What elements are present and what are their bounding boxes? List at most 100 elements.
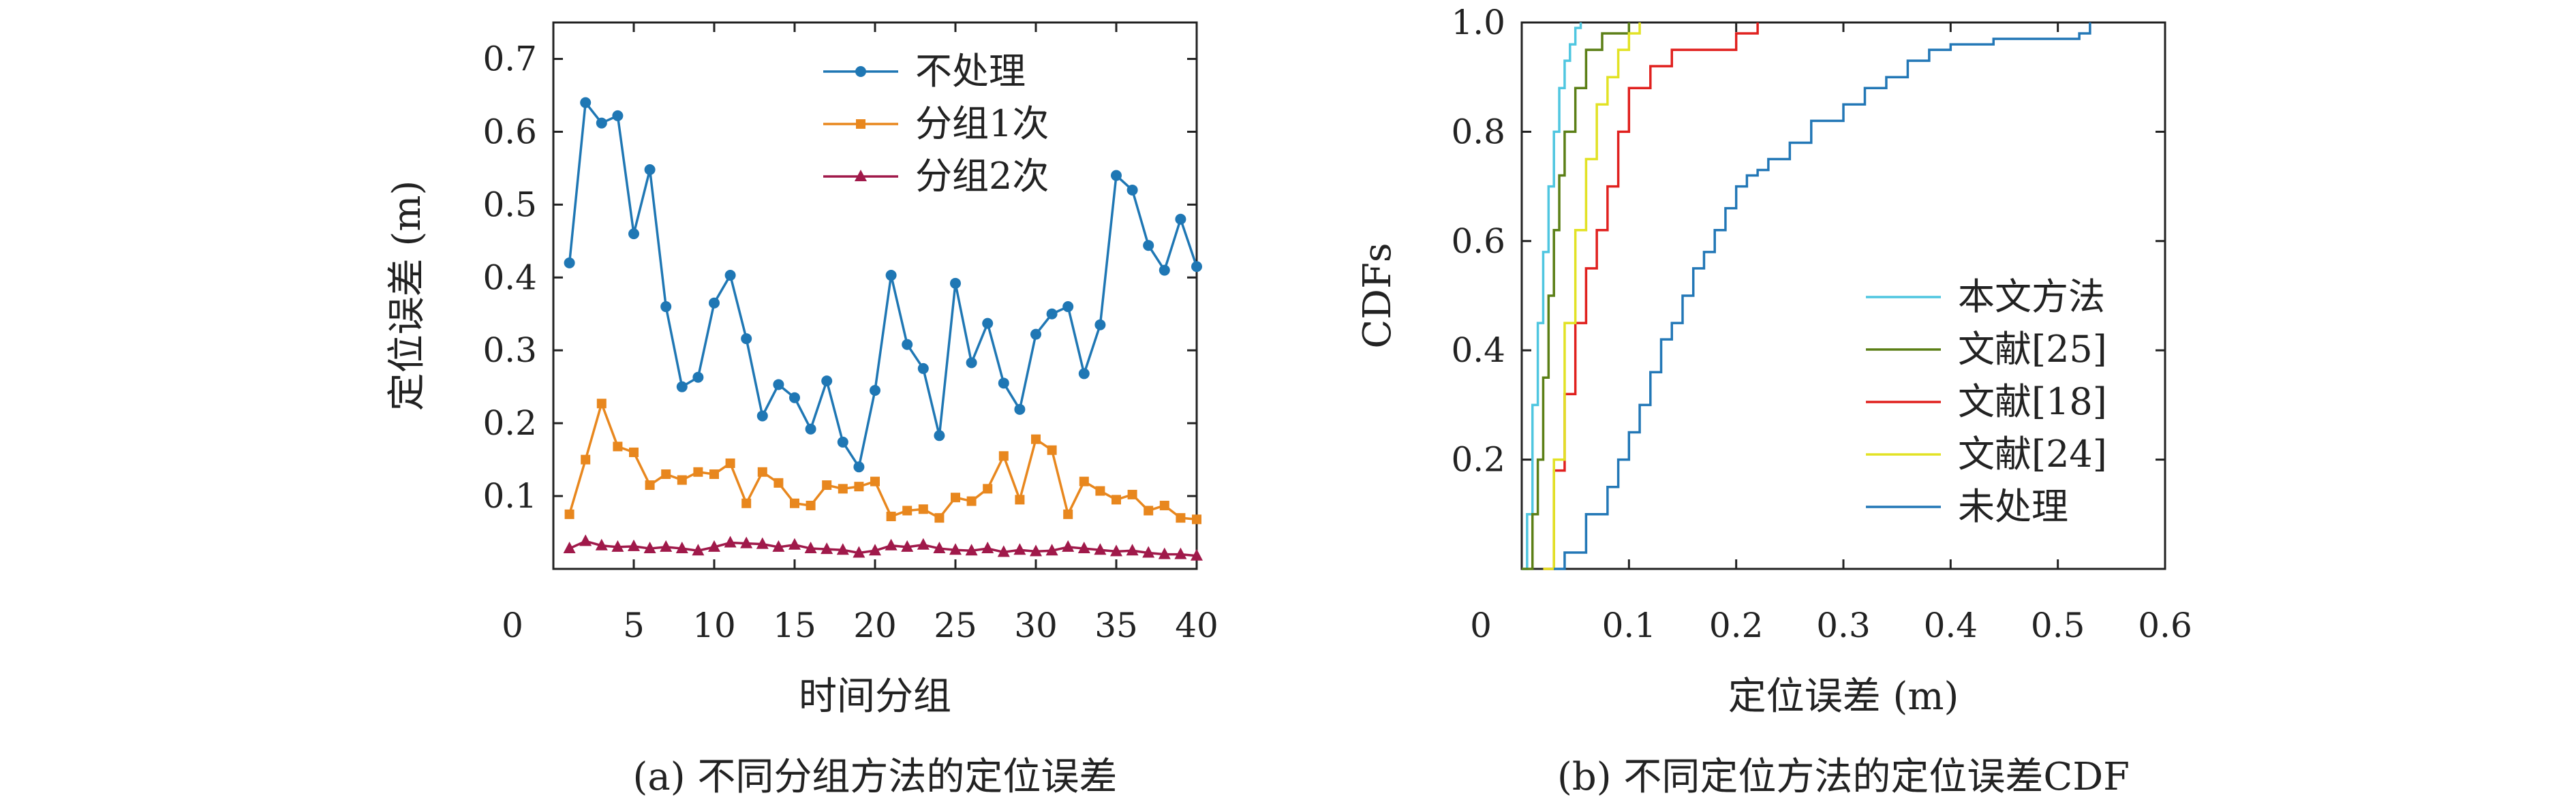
- chart-b-legend-label: 本文方法: [1958, 275, 2105, 318]
- chart-a-data-point: [1126, 544, 1139, 556]
- chart-a-data-point: [724, 270, 736, 281]
- chart-a-xtick-label: 15: [773, 606, 816, 645]
- chart-a-caption: (a) 不同分组方法的定位误差: [633, 755, 1118, 799]
- chart-a-data-point: [998, 377, 1009, 389]
- chart-a-data-point: [579, 534, 592, 546]
- chart-a-data-point: [1094, 543, 1107, 555]
- chart-a-data-point: [1062, 301, 1074, 313]
- chart-a-data-point: [902, 506, 913, 516]
- chart-a-data-point: [854, 482, 864, 492]
- chart-a-data-point: [613, 441, 623, 452]
- chart-a-xtick-label: 10: [692, 606, 736, 645]
- chart-b-series-2-line: [1522, 22, 1631, 570]
- chart-a-data-point: [628, 228, 639, 240]
- chart-a-data-point: [676, 381, 688, 392]
- chart-b-xtick-label: 0.2: [1709, 606, 1764, 645]
- chart-a-series-line: [568, 402, 1197, 521]
- chart-a-legend-item: 分组2次: [823, 155, 1049, 198]
- chart-a-ytick-label: 0.3: [482, 330, 537, 370]
- chart-a-data-point: [838, 484, 848, 494]
- chart-a-ytick-label: 0.6: [482, 112, 537, 151]
- chart-a-data-point: [1047, 445, 1057, 455]
- chart-a-data-point: [1142, 546, 1155, 558]
- chart-a-legend-label: 不处理: [915, 50, 1026, 93]
- chart-a-ytick-label: 0.7: [482, 39, 537, 78]
- chart-a-data-point: [660, 540, 673, 552]
- chart-a-data-point: [982, 317, 994, 329]
- chart-a-data-point: [612, 110, 624, 121]
- chart-a-data-point: [902, 339, 913, 350]
- chart-a-data-point: [756, 410, 768, 422]
- chart-a-ticks: 0 5 10 15 20 25 30 35 40 0.1 0.2 0.3 0.4 0.5 0.6 0.7: [482, 22, 1218, 645]
- chart-a-data-point: [741, 498, 752, 508]
- chart-a-data-point: [934, 430, 945, 441]
- chart-a-data-point: [1094, 319, 1106, 330]
- chart-a-data-point: [1176, 513, 1186, 523]
- chart-a-data-point: [628, 539, 640, 551]
- chart-a-data-point: [886, 512, 896, 522]
- chart-a: 0 5 10 15 20 25 30 35 40 0.1 0.2 0.3 0.4 0.5 0.6 0.7 不处…: [385, 21, 1218, 799]
- chart-a-data-point: [1143, 240, 1154, 251]
- chart-b-legend-item: 文献[25]: [1866, 328, 2107, 371]
- chart-a-data-point: [660, 301, 672, 313]
- chart-a-data-point: [1127, 489, 1137, 499]
- chart-b-ytick-label: 1.0: [1451, 3, 1505, 42]
- chart-b: 0 0.1 0.2 0.3 0.4 0.5 0.6 0.2 0.4 0.6 0.8 1.0 本文方法文…: [1355, 3, 2192, 799]
- chart-b-legend-label: 文献[24]: [1958, 433, 2107, 476]
- chart-b-legend-label: 文献[18]: [1958, 380, 2107, 423]
- chart-a-data-point: [983, 484, 993, 494]
- chart-b-series-3-line: [1543, 22, 1759, 570]
- chart-b-ylabel: CDFs: [1355, 243, 1400, 348]
- chart-a-xtick-label: 40: [1175, 606, 1218, 645]
- chart-a-data-point: [934, 513, 945, 523]
- chart-a-data-point: [580, 97, 592, 108]
- chart-a-data-point: [563, 542, 576, 554]
- chart-a-ytick-label: 0.1: [482, 476, 537, 516]
- chart-a-data-point: [997, 545, 1010, 557]
- chart-b-legend-label: 未处理: [1958, 485, 2068, 528]
- chart-b-legend-label: 文献[25]: [1958, 328, 2107, 371]
- chart-a-data-point: [998, 451, 1009, 461]
- chart-a-data-point: [1062, 540, 1075, 552]
- chart-a-xtick-label: 5: [623, 606, 645, 645]
- chart-a-data-point: [772, 540, 785, 552]
- chart-b-legend-item: 本文方法: [1866, 275, 2105, 318]
- chart-a-legend-label: 分组2次: [915, 155, 1049, 198]
- chart-a-data-point: [725, 458, 735, 468]
- chart-a-data-point: [1045, 544, 1058, 556]
- chart-a-data-point: [788, 538, 801, 550]
- chart-a-data-point: [901, 540, 914, 552]
- chart-b-legend-item: 未处理: [1866, 485, 2068, 528]
- chart-b-ytick-label: 0.2: [1451, 440, 1505, 480]
- chart-a-data-point: [885, 270, 897, 281]
- chart-a-data-point: [951, 493, 960, 503]
- chart-a-data-point: [1192, 514, 1201, 525]
- chart-a-data-point: [1077, 542, 1090, 554]
- chart-a-data-point: [1126, 184, 1138, 196]
- chart-a-data-point: [853, 461, 865, 473]
- chart-a-data-point: [805, 423, 816, 435]
- chart-a-data-point: [709, 469, 719, 479]
- chart-a-data-point: [870, 385, 880, 397]
- chart-a-data-point: [1110, 544, 1122, 557]
- chart-a-legend-item: 不处理: [823, 50, 1026, 93]
- chart-a-series-line: [568, 540, 1197, 557]
- chart-a-xtick-label: 0: [502, 606, 523, 645]
- chart-a-data-point: [836, 543, 849, 555]
- chart-a-data-point: [806, 500, 816, 510]
- chart-a-xtick-label: 35: [1094, 606, 1138, 645]
- chart-a-data-point: [595, 538, 608, 551]
- chart-a-data-point: [709, 297, 720, 309]
- chart-a-data-point: [581, 454, 591, 465]
- chart-a-data-point: [677, 475, 687, 485]
- chart-b-series: [1522, 22, 2091, 570]
- chart-a-data-point: [853, 546, 865, 558]
- chart-a-data-point: [1191, 548, 1203, 561]
- chart-a-data-point: [918, 504, 928, 514]
- chart-a-data-point: [773, 478, 784, 488]
- chart-b-series-4-line: [1543, 22, 1641, 570]
- chart-a-data-point: [885, 538, 898, 551]
- chart-a-data-point: [965, 544, 978, 556]
- chart-a-data-point: [837, 436, 848, 448]
